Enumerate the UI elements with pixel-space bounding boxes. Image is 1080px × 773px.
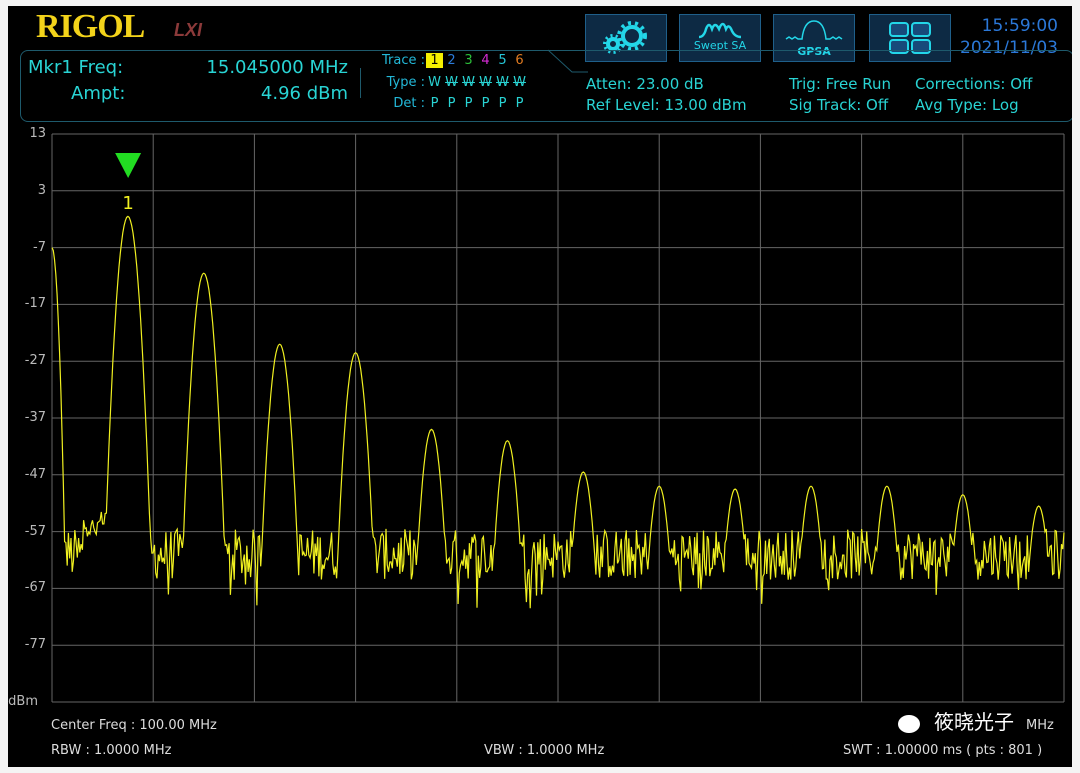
clock-date: 2021/11/03	[960, 38, 1058, 58]
trace-detector: P	[430, 96, 439, 111]
marker-freq-value: 15.045000 MHz	[206, 57, 348, 78]
trace-type: W	[479, 75, 492, 90]
swept-sa-label: Swept SA	[693, 39, 747, 52]
y-tick-label: -47	[24, 466, 46, 482]
rbw: RBW : 1.0000 MHz	[51, 743, 172, 758]
divider	[360, 68, 361, 98]
swept-sa-button[interactable]: Swept SA	[679, 14, 761, 62]
trace-6[interactable]: 6	[515, 53, 524, 68]
trace-label: Trace :	[382, 53, 425, 68]
rigol-logo: RIGOL	[36, 8, 145, 45]
marker-1-label: 1	[122, 193, 133, 214]
trace-detector: P	[464, 96, 473, 111]
trace-1-line	[51, 215, 1065, 609]
sweep-time: SWT : 1.00000 ms ( pts : 801 )	[843, 743, 1043, 758]
y-axis-unit: dBm	[8, 694, 38, 709]
trace-4[interactable]: 4	[481, 53, 490, 68]
y-tick-label: 13	[29, 126, 46, 141]
clock-time: 15:59:00	[981, 16, 1058, 36]
analyzer-screen: RIGOL LXI Swept SA GPSA 15:59:00 2021/11…	[8, 6, 1072, 767]
y-tick-label: -37	[24, 410, 46, 425]
panel-divider-line	[548, 49, 588, 73]
spectrum-plot[interactable]: 1	[8, 6, 1072, 767]
trace-detector: P	[447, 96, 456, 111]
layout-grid-icon	[889, 22, 931, 54]
type-label: Type :	[386, 75, 425, 90]
trace-2[interactable]: 2	[447, 53, 456, 68]
gear-icon	[603, 21, 647, 54]
y-tick-label: -57	[24, 523, 46, 539]
y-tick-label: -7	[33, 239, 46, 255]
lxi-logo: LXI	[174, 20, 203, 40]
trace-detector: P	[498, 96, 507, 111]
trace-detector: P	[515, 96, 524, 111]
vbw: VBW : 1.0000 MHz	[484, 743, 605, 758]
wechat-icon	[898, 714, 920, 733]
avg-type-value: Avg Type: Log	[915, 96, 1019, 114]
marker-ampt-value: 4.96 dBm	[260, 83, 348, 104]
atten-value: Atten: 23.00 dB	[586, 75, 704, 93]
marker-1-triangle	[115, 153, 142, 178]
trace-3[interactable]: 3	[464, 53, 473, 68]
marker-ampt-label: Ampt:	[71, 83, 126, 104]
trace-type: W	[428, 75, 441, 90]
marker-freq-label: Mkr1 Freq:	[28, 57, 124, 78]
det-label: Det :	[393, 96, 425, 111]
gpsa-icon	[785, 20, 843, 40]
trace-1[interactable]: 1	[426, 53, 443, 68]
marker-info-panel	[20, 50, 1072, 122]
trig-value: Trig: Free Run	[789, 75, 891, 93]
gpsa-label: GPSA	[797, 45, 831, 58]
y-tick-label: 3	[37, 182, 46, 198]
trace-type: W	[496, 75, 509, 90]
y-tick-label: -27	[24, 353, 46, 369]
trace-detector: P	[481, 96, 490, 111]
corrections-value: Corrections: Off	[915, 75, 1033, 93]
watermark: 筱晓光子	[898, 706, 1014, 735]
y-tick-label: -17	[24, 296, 46, 312]
trace-type: W	[513, 75, 526, 90]
trace-type: W	[445, 75, 458, 90]
sig-track-value: Sig Track: Off	[789, 96, 889, 114]
settings-button[interactable]	[585, 14, 667, 62]
center-freq: Center Freq : 100.00 MHz	[51, 718, 217, 733]
trace-type: W	[462, 75, 475, 90]
gpsa-button[interactable]: GPSA	[773, 14, 855, 62]
y-tick-label: -67	[24, 580, 46, 596]
trace-5[interactable]: 5	[498, 53, 507, 68]
span-partial: MHz	[1026, 718, 1054, 733]
y-tick-label: -77	[24, 637, 46, 653]
swept-sa-icon	[698, 22, 742, 39]
ref-level-value: Ref Level: 13.00 dBm	[586, 96, 747, 114]
layout-button[interactable]	[869, 14, 951, 62]
